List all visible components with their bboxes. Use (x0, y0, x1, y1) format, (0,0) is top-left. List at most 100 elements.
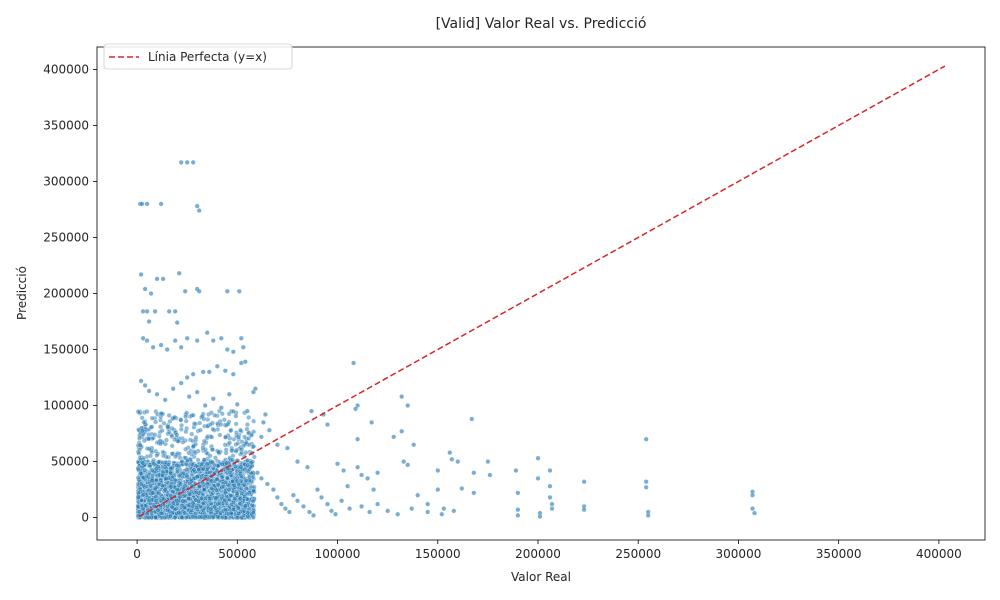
scatter-point (158, 342, 164, 348)
x-axis-label: Valor Real (511, 570, 571, 584)
scatter-point (750, 492, 755, 498)
scatter-point (161, 496, 167, 502)
scatter-point (144, 409, 150, 414)
scatter-point (274, 442, 280, 448)
scatter-point (190, 412, 196, 418)
y-tick-label: 0 (81, 511, 89, 525)
legend-entry: Línia Perfecta (y=x) (148, 50, 267, 64)
scatter-point (367, 509, 373, 515)
y-axis-ticks: 0 50000 100000 150000 200000 250000 300000 3500… (43, 62, 97, 525)
x-axis-ticks: 0 50000 100000 150000 200000 250000 300000 3500… (133, 540, 962, 561)
scatter-point (194, 203, 200, 209)
scatter-point (251, 429, 257, 435)
scatter-point (535, 475, 541, 481)
scatter-point (214, 476, 220, 482)
scatter-point (178, 417, 184, 423)
scatter-point (142, 382, 148, 388)
scatter-point (210, 396, 216, 402)
scatter-point (174, 498, 180, 504)
scatter-point (214, 363, 220, 369)
scatter-point (249, 432, 254, 438)
y-tick-label: 350000 (43, 118, 89, 132)
scatter-point (216, 449, 221, 455)
scatter-point (251, 418, 257, 424)
scatter-point (487, 472, 493, 478)
scatter-point (301, 503, 306, 509)
scatter-point (156, 490, 162, 496)
scatter-point (471, 470, 477, 476)
scatter-point (325, 501, 330, 507)
scatter-point (212, 462, 217, 468)
scatter-point (515, 507, 521, 513)
scatter-point (190, 462, 195, 468)
scatter-point (228, 510, 234, 516)
x-tick-label: 300000 (716, 547, 762, 561)
scatter-point (154, 453, 160, 458)
scatter-point (581, 479, 587, 485)
scatter-point (140, 492, 146, 498)
scatter-point (237, 471, 243, 477)
scatter-point (160, 453, 166, 459)
scatter-point (167, 418, 173, 424)
scatter-point (152, 432, 158, 438)
scatter-point (335, 461, 340, 467)
scatter-point (159, 483, 165, 489)
scatter-point (224, 475, 230, 481)
scatter-point (235, 440, 241, 446)
scatter-point (138, 481, 144, 487)
scatter-point (325, 422, 330, 428)
scatter-point (262, 412, 268, 417)
scatter-point (177, 494, 183, 500)
scatter-point (236, 288, 242, 294)
scatter-point (547, 483, 553, 489)
scatter-point (168, 484, 174, 490)
scatter-point (195, 457, 201, 463)
scatter-point (244, 408, 250, 414)
scatter-point (208, 485, 214, 491)
scatter-point (286, 509, 292, 515)
y-tick-label: 150000 (43, 343, 89, 357)
scatter-point (290, 492, 296, 498)
scatter-point (311, 512, 316, 518)
scatter-point (264, 481, 270, 487)
scatter-point (174, 432, 180, 438)
scatter-point (371, 487, 377, 493)
scatter-point (441, 506, 447, 512)
scatter-point (153, 498, 159, 503)
scatter-point (235, 515, 241, 520)
scatter-point (549, 501, 555, 507)
scatter-point (154, 391, 160, 397)
scatter-point (136, 435, 142, 441)
scatter-point (341, 468, 347, 473)
scatter-point (190, 444, 196, 450)
scatter-point (186, 394, 192, 400)
scatter-point (250, 510, 256, 516)
scatter-point (643, 436, 649, 442)
scatter-point (146, 388, 152, 394)
scatter-point (168, 470, 174, 476)
scatter-point (179, 514, 185, 520)
scatter-point (295, 498, 300, 504)
scatter-point (196, 467, 202, 473)
scatter-point (515, 512, 521, 518)
scatter-point (172, 308, 178, 314)
scatter-point (449, 456, 455, 462)
scatter-point (199, 413, 205, 419)
scatter-point (230, 408, 236, 414)
scatter-point (231, 482, 237, 488)
scatter-point (347, 506, 353, 512)
scatter-point (148, 453, 153, 459)
scatter-point (141, 438, 147, 444)
scatter-point (237, 427, 243, 433)
scatter-point (233, 448, 239, 454)
scatter-point (218, 422, 224, 427)
scatter-point (179, 458, 185, 464)
scatter-point (230, 478, 236, 484)
scatter-point (210, 447, 216, 452)
points-layer (135, 159, 757, 521)
scatter-point (150, 344, 156, 350)
scatter-point (235, 505, 241, 511)
scatter-point (173, 454, 178, 460)
scatter-point (217, 432, 223, 438)
scatter-point (254, 470, 260, 476)
